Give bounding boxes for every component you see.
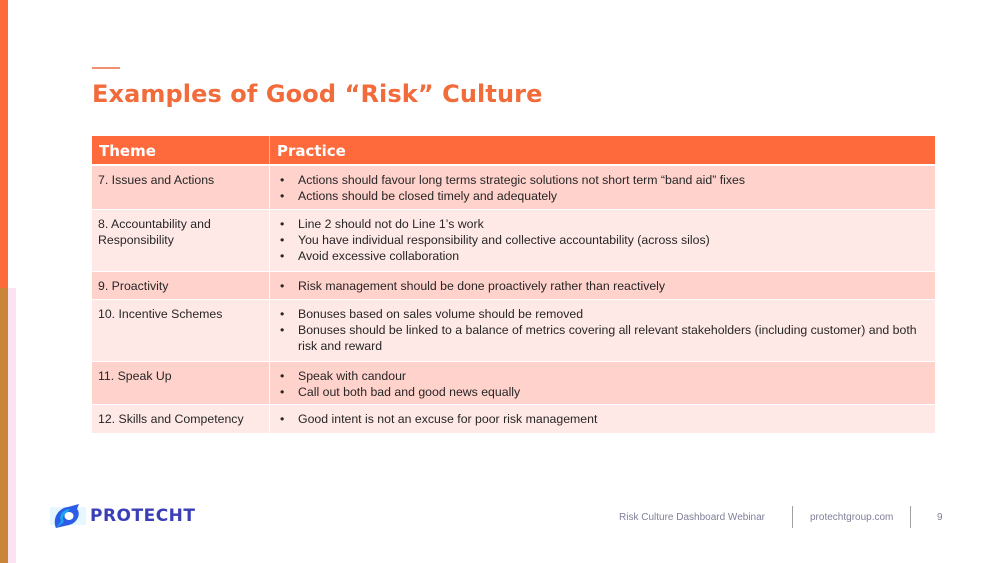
left-accent-bar-lower	[0, 288, 8, 563]
practice-item: • Bonuses should be linked to a balance o…	[280, 323, 917, 353]
practice-item: • Actions should be closed timely and ade…	[280, 189, 558, 203]
table-row: 12. Skills and Competency • Good intent i…	[92, 405, 935, 434]
practice-cell: • Line 2 should not do Line 1’s work • You…	[270, 210, 935, 271]
practice-item: • Line 2 should not do Line 1’s work	[280, 217, 484, 231]
protecht-logo: PROTECHT	[50, 503, 196, 529]
theme-cell: 7. Issues and Actions	[92, 166, 270, 209]
table-row: 8. Accountability and Responsibility • Li…	[92, 210, 935, 272]
table-row: 7. Issues and Actions • Actions should fa…	[92, 166, 935, 210]
practice-cell: • Good intent is not an excuse for poor r…	[270, 405, 935, 433]
title-accent-line	[92, 67, 120, 69]
header-theme: Theme	[92, 136, 270, 164]
page-number: 9	[937, 512, 943, 523]
theme-cell: 9. Proactivity	[92, 272, 270, 299]
theme-cell: 8. Accountability and Responsibility	[92, 210, 270, 271]
table-row: 10. Incentive Schemes • Bonuses based on …	[92, 300, 935, 362]
practice-cell: • Actions should favour long terms strate…	[270, 166, 935, 209]
left-pink-stripe	[8, 288, 16, 563]
practice-cell: • Risk management should be done proactiv…	[270, 272, 935, 299]
practice-item: • Avoid excessive collaboration	[280, 249, 460, 263]
left-accent-bar	[0, 0, 8, 288]
table-row: 9. Proactivity • Risk management should b…	[92, 272, 935, 300]
practice-item: • Actions should favour long terms strate…	[280, 173, 745, 187]
practice-item: • Bonuses based on sales volume should be…	[280, 307, 584, 321]
practice-cell: • Speak with candour • Call out both bad a…	[270, 362, 935, 404]
footer-divider	[792, 506, 793, 528]
practices-table: Theme Practice 7. Issues and Actions • Ac…	[92, 136, 935, 434]
practice-item: • Speak with candour	[280, 369, 407, 383]
practice-item: • Risk management should be done proactiv…	[280, 279, 666, 293]
theme-cell: 10. Incentive Schemes	[92, 300, 270, 361]
footer-event-title: Risk Culture Dashboard Webinar	[619, 512, 765, 523]
slide-title: Examples of Good “Risk” Culture	[92, 80, 543, 108]
header-practice: Practice	[277, 142, 346, 160]
footer-divider	[910, 506, 911, 528]
practice-cell: • Bonuses based on sales volume should be…	[270, 300, 935, 361]
practice-item: • You have individual responsibility and …	[280, 233, 710, 247]
theme-cell: 11. Speak Up	[92, 362, 270, 404]
footer-website: protechtgroup.com	[810, 512, 894, 523]
table-row: 11. Speak Up • Speak with candour • Call o…	[92, 362, 935, 405]
table-header-row: Theme Practice	[92, 136, 935, 166]
protecht-swirl-icon	[50, 503, 86, 529]
practice-item: • Good intent is not an excuse for poor r…	[280, 412, 598, 426]
practice-item: • Call out both bad and good news equally	[280, 385, 521, 399]
logo-wordmark: PROTECHT	[90, 506, 196, 526]
theme-cell: 12. Skills and Competency	[92, 405, 270, 433]
